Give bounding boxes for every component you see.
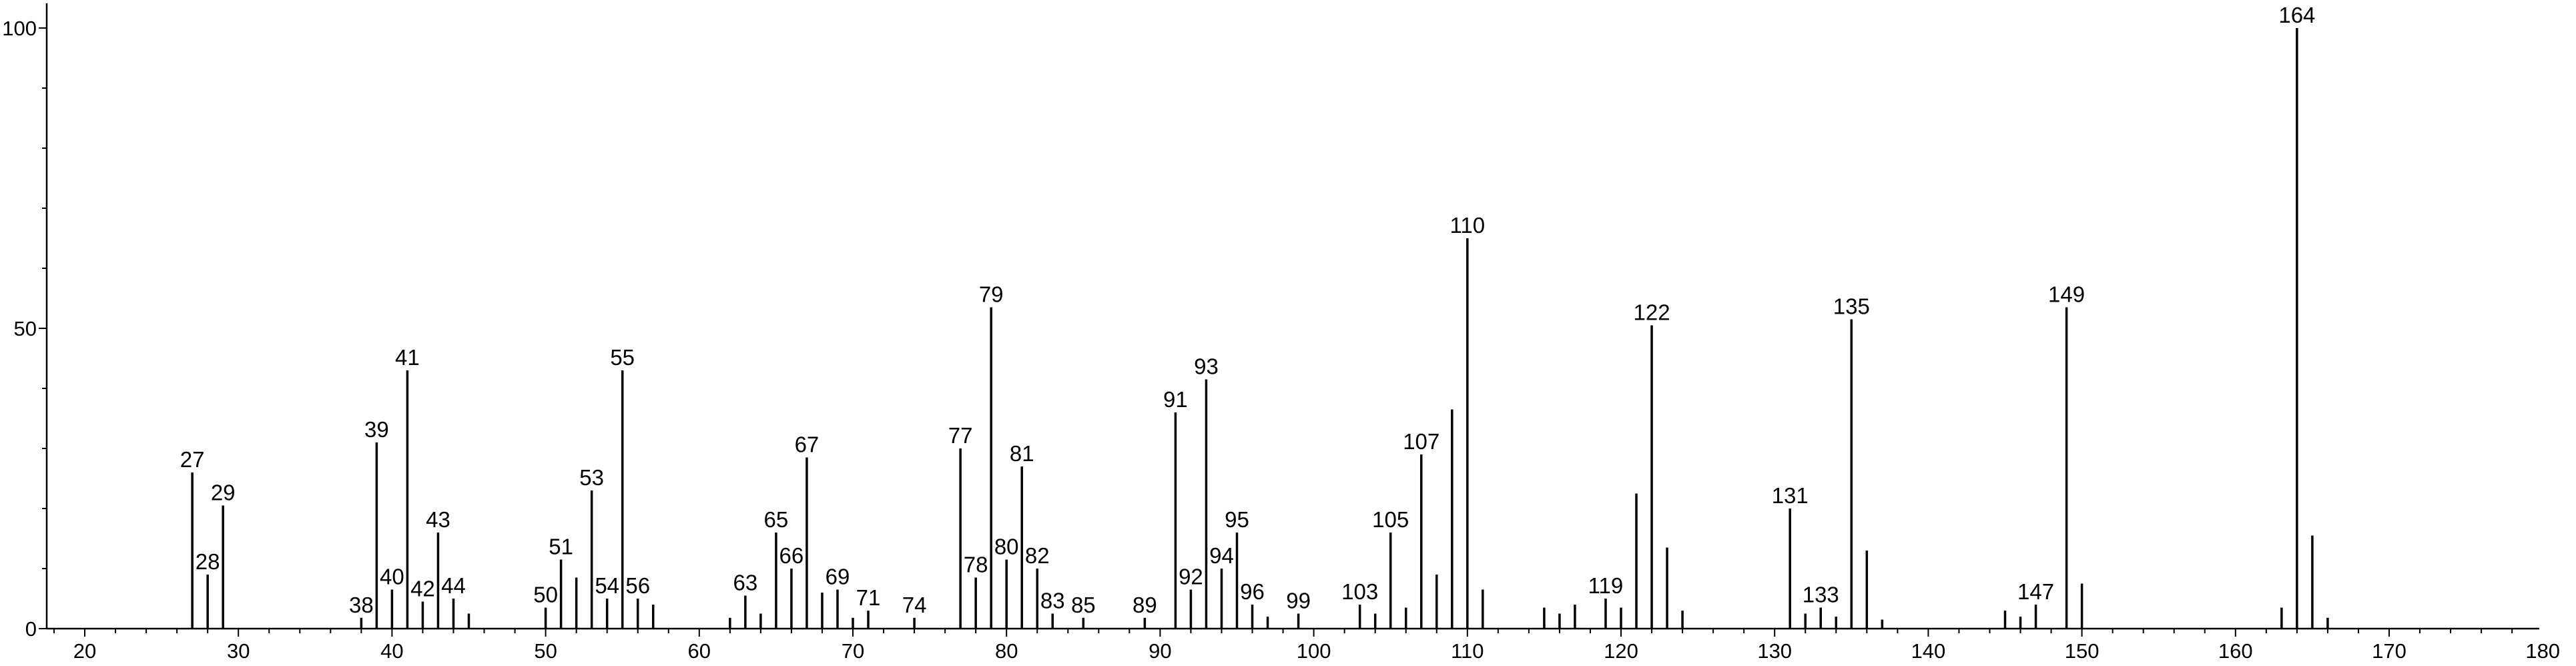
peak-label: 43 <box>426 507 450 532</box>
peak-label: 119 <box>1588 573 1624 598</box>
peak-label: 67 <box>795 432 820 457</box>
peak-label: 95 <box>1225 507 1249 532</box>
x-tick-label: 150 <box>2065 639 2100 663</box>
peak-label: 28 <box>196 549 220 574</box>
peak-label: 63 <box>733 571 758 595</box>
peak-label: 147 <box>2017 579 2054 604</box>
axes <box>45 3 2539 630</box>
x-tick-label: 80 <box>995 639 1018 663</box>
x-tick-label: 130 <box>1757 639 1792 663</box>
peak-label: 77 <box>948 423 973 448</box>
peak-label: 80 <box>994 535 1019 559</box>
peak-label: 94 <box>1209 543 1234 568</box>
y-tick-label: 0 <box>25 617 37 641</box>
y-tick-label: 50 <box>14 317 37 340</box>
x-tick-label: 110 <box>1451 639 1484 663</box>
x-tick-label: 20 <box>73 639 96 663</box>
x-tick-label: 180 <box>2525 639 2560 663</box>
peak-label: 122 <box>1634 300 1670 325</box>
peak-label: 29 <box>211 480 236 505</box>
peak-label: 133 <box>1803 583 1839 607</box>
peak-label: 38 <box>349 593 374 617</box>
x-tick-label: 90 <box>1149 639 1171 663</box>
peak-label: 103 <box>1341 579 1378 604</box>
peak-label: 93 <box>1194 354 1219 379</box>
peak-label: 92 <box>1179 565 1203 589</box>
x-tick-label: 100 <box>1297 639 1331 663</box>
x-tick-label: 60 <box>688 639 711 663</box>
peak-label: 91 <box>1163 387 1188 412</box>
y-axis-ticks: 0 50 100 <box>2 17 47 641</box>
peak-label: 89 <box>1133 593 1157 617</box>
peak-label: 99 <box>1286 589 1311 613</box>
peaks <box>191 28 2329 629</box>
peak-label: 44 <box>441 573 466 598</box>
peak-label: 81 <box>1010 441 1034 466</box>
x-tick-label: 40 <box>380 639 403 663</box>
peak-label: 164 <box>2278 3 2315 27</box>
peak-label: 41 <box>395 345 420 370</box>
peak-label: 42 <box>410 577 435 601</box>
x-tick-label: 50 <box>534 639 557 663</box>
peak-label: 69 <box>826 565 850 589</box>
peak-label: 56 <box>625 573 650 598</box>
peak-label: 40 <box>380 565 404 589</box>
peak-label: 39 <box>364 417 389 442</box>
x-tick-label: 70 <box>842 639 864 663</box>
peak-label: 50 <box>533 583 558 607</box>
peak-label: 55 <box>610 345 635 370</box>
peak-label: 74 <box>902 593 927 617</box>
peak-label: 53 <box>579 465 604 490</box>
peak-label: 78 <box>964 553 988 577</box>
peak-label: 65 <box>764 507 789 532</box>
peak-label: 85 <box>1071 593 1096 617</box>
x-tick-label: 160 <box>2218 639 2253 663</box>
peak-labels: 27 28 29 38 39 40 41 42 43 44 50 51 53 54 55 56 63 65 66 67… <box>180 3 2316 617</box>
peak-label: 83 <box>1040 589 1065 613</box>
peak-label: 82 <box>1025 543 1050 568</box>
peak-label: 110 <box>1450 213 1485 238</box>
x-tick-label: 30 <box>227 639 250 663</box>
x-tick-label: 120 <box>1604 639 1638 663</box>
peak-label: 54 <box>595 573 619 598</box>
peak-label: 79 <box>979 282 1004 307</box>
peak-label: 96 <box>1240 579 1265 604</box>
peak-label: 107 <box>1403 429 1439 454</box>
y-tick-label: 100 <box>2 17 37 40</box>
peak-label: 149 <box>2048 282 2085 307</box>
peak-label: 131 <box>1772 483 1809 508</box>
peak-label: 66 <box>779 543 804 568</box>
peak-label: 51 <box>549 535 573 559</box>
x-tick-label: 140 <box>1911 639 1946 663</box>
peak-label: 135 <box>1833 294 1870 319</box>
peak-label: 27 <box>180 447 205 472</box>
peak-label: 71 <box>856 585 881 610</box>
peak-label: 105 <box>1372 507 1409 532</box>
x-tick-label: 170 <box>2372 639 2406 663</box>
x-axis-ticks: 20 30 40 50 60 70 80 90 100 110 120 130 140 150 160 170… <box>53 629 2560 663</box>
